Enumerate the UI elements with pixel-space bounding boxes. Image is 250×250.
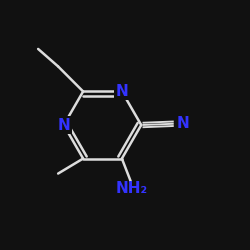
Text: NH₂: NH₂ bbox=[116, 181, 148, 196]
Text: N: N bbox=[116, 84, 128, 99]
Text: N: N bbox=[58, 118, 70, 132]
Text: N: N bbox=[176, 116, 190, 131]
